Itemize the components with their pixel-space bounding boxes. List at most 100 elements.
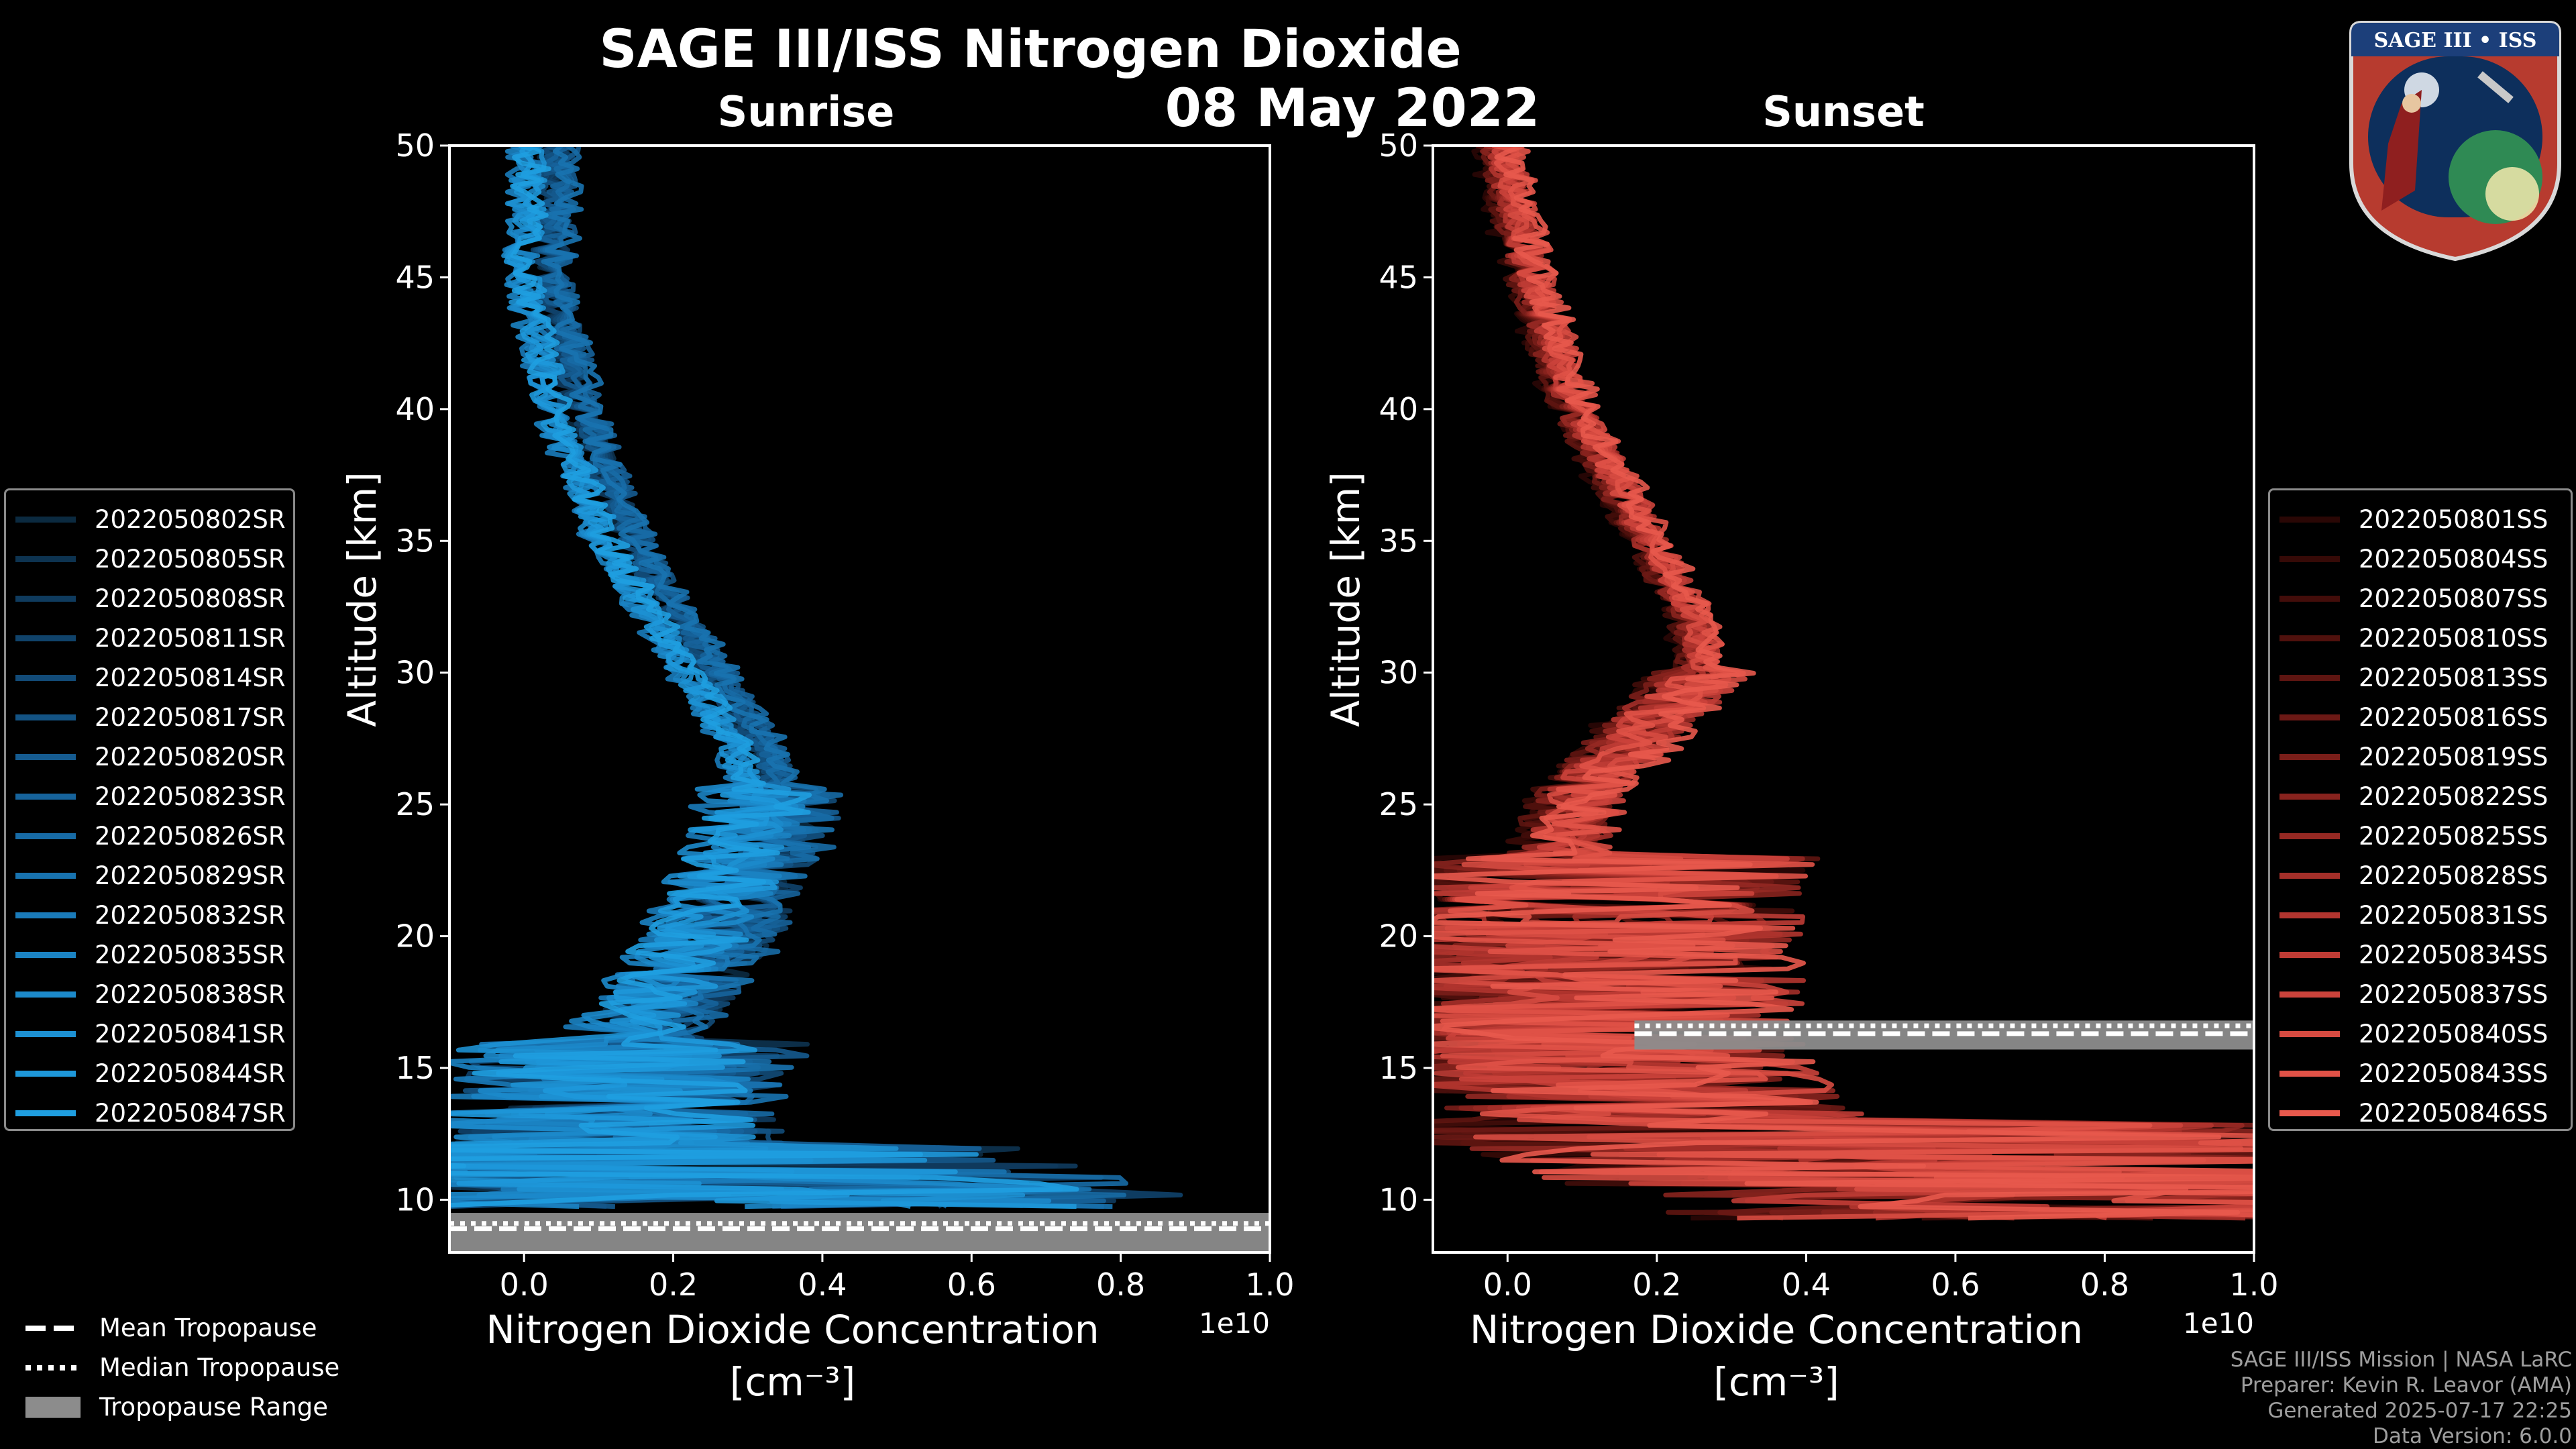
legend-item: 2022050832SR [15, 896, 286, 935]
x-tick-label: 1.0 [2229, 1267, 2278, 1303]
legend-item: 2022050808SR [15, 579, 286, 619]
y-tick-label: 20 [1379, 918, 1418, 955]
legend-label: 2022050801SS [2359, 505, 2548, 534]
legend-swatch [2279, 635, 2340, 641]
legend-label: 2022050840SS [2359, 1020, 2548, 1049]
sunset-x-axis-label: Nitrogen Dioxide Concentration [1470, 1307, 2083, 1352]
legend-label: 2022050807SS [2359, 584, 2548, 613]
mean-tropopause-label: Mean Tropopause [99, 1313, 317, 1342]
sunset-title: Sunset [1762, 87, 1925, 136]
figure-robe-icon [2381, 90, 2422, 211]
legend-label: 2022050816SS [2359, 703, 2548, 732]
legend-swatch [2279, 833, 2340, 839]
sunrise-y-axis-label: Altitude [km] [339, 472, 385, 727]
legend-label: 2022050813SS [2359, 663, 2548, 692]
legend-mean-tropopause: Mean Tropopause [25, 1308, 339, 1348]
legend-swatch [2279, 1110, 2340, 1116]
legend-label: 2022050841SR [95, 1020, 286, 1049]
sunset-legend: 2022050801SS 2022050804SS 2022050807SS 2022… [2268, 488, 2573, 1131]
sunset-x-offset-label: 1e10 [2183, 1307, 2254, 1340]
y-tick-label: 45 [1379, 259, 1418, 295]
legend-swatch [15, 912, 76, 918]
sunset-x-axis-unit: [cm⁻³] [1713, 1359, 1839, 1405]
legend-label: 2022050834SS [2359, 941, 2548, 969]
y-tick-label: 20 [395, 918, 435, 955]
legend-label: 2022050832SR [95, 901, 286, 930]
y-tick-label: 10 [395, 1181, 435, 1218]
legend-label: 2022050843SS [2359, 1059, 2548, 1088]
legend-item: 2022050822SS [2279, 777, 2561, 816]
sunrise-axes-frame [448, 144, 1271, 1254]
legend-label: 2022050826SR [95, 822, 286, 851]
legend-label: 2022050829SR [95, 861, 286, 890]
legend-swatch [2279, 912, 2340, 918]
x-tick-label: 0.2 [649, 1267, 698, 1303]
legend-swatch [15, 517, 76, 523]
legend-item: 2022050840SS [2279, 1014, 2561, 1054]
legend-item: 2022050825SS [2279, 816, 2561, 856]
legend-swatch [2279, 991, 2340, 998]
y-tick-label: 15 [1379, 1050, 1418, 1086]
legend-label: 2022050802SR [95, 505, 286, 534]
legend-label: 2022050838SR [95, 980, 286, 1009]
legend-label: 2022050846SS [2359, 1099, 2548, 1128]
x-tick-label: 0.0 [500, 1267, 549, 1303]
legend-item: 2022050820SR [15, 737, 286, 777]
legend-item: 2022050814SR [15, 658, 286, 698]
legend-label: 2022050822SS [2359, 782, 2548, 811]
credit-version: Data Version: 6.0.0 [2372, 1424, 2572, 1448]
x-tick-label: 0.8 [1096, 1267, 1145, 1303]
credit-mission: SAGE III/ISS Mission | NASA LaRC [2230, 1348, 2572, 1372]
sunrise-tropopause-range [449, 1213, 1270, 1252]
legend-item: 2022050802SR [15, 500, 286, 539]
legend-swatch [2279, 873, 2340, 879]
legend-swatch [2279, 1031, 2340, 1037]
legend-item: 2022050811SR [15, 619, 286, 658]
legend-swatch [2279, 1071, 2340, 1077]
legend-item: 2022050831SS [2279, 896, 2561, 935]
legend-label: 2022050835SR [95, 941, 286, 969]
sunset-y-axis-label: Altitude [km] [1323, 472, 1368, 727]
legend-swatch [15, 1031, 76, 1037]
legend-swatch [15, 596, 76, 602]
legend-item: 2022050837SS [2279, 975, 2561, 1014]
legend-item: 2022050813SS [2279, 658, 2561, 698]
legend-label: 2022050831SS [2359, 901, 2548, 930]
legend-swatch [15, 675, 76, 681]
y-tick-label: 40 [1379, 391, 1418, 427]
range-box-icon [25, 1397, 80, 1417]
legend-item: 2022050843SS [2279, 1054, 2561, 1093]
legend-swatch [2279, 714, 2340, 720]
y-tick-label: 50 [395, 127, 435, 164]
y-tick-label: 10 [1379, 1181, 1418, 1218]
sunrise-x-axis-unit: [cm⁻³] [730, 1359, 856, 1405]
legend-label: 2022050844SR [95, 1059, 286, 1088]
credits: SAGE III/ISS Mission | NASA LaRC Prepare… [2231, 1347, 2572, 1449]
legend-swatch [2279, 952, 2340, 958]
legend-swatch [15, 754, 76, 760]
x-tick-label: 0.2 [1632, 1267, 1681, 1303]
y-tick-label: 30 [1379, 655, 1418, 691]
legend-item: 2022050841SR [15, 1014, 286, 1054]
figure-title: SAGE III/ISS Nitrogen Dioxide [599, 19, 1461, 80]
profile-line-2022050846SS [1433, 146, 2254, 1221]
legend-label: 2022050805SR [95, 545, 286, 574]
legend-label: 2022050837SS [2359, 980, 2548, 1009]
legend-item: 2022050846SS [2279, 1093, 2561, 1133]
legend-swatch [15, 1110, 76, 1116]
x-tick-label: 0.6 [1931, 1267, 1980, 1303]
legend-swatch [2279, 596, 2340, 602]
legend-swatch [2279, 556, 2340, 562]
legend-label: 2022050819SS [2359, 743, 2548, 771]
legend-label: 2022050810SS [2359, 624, 2548, 653]
sunrise-title: Sunrise [718, 87, 895, 136]
sunset-panel: Sunset 10 15 20 25 30 35 40 45 50 0.0 0.2 0.4 0.6 0.8 1… [1323, 87, 2279, 1405]
legend-swatch [15, 952, 76, 958]
legend-item: 2022050834SS [2279, 935, 2561, 975]
legend-median-tropopause: Median Tropopause [25, 1348, 339, 1387]
y-tick-label: 15 [395, 1050, 435, 1086]
y-tick-label: 35 [1379, 523, 1418, 559]
dashed-line-icon [25, 1325, 80, 1331]
legend-item: 2022050829SR [15, 856, 286, 896]
